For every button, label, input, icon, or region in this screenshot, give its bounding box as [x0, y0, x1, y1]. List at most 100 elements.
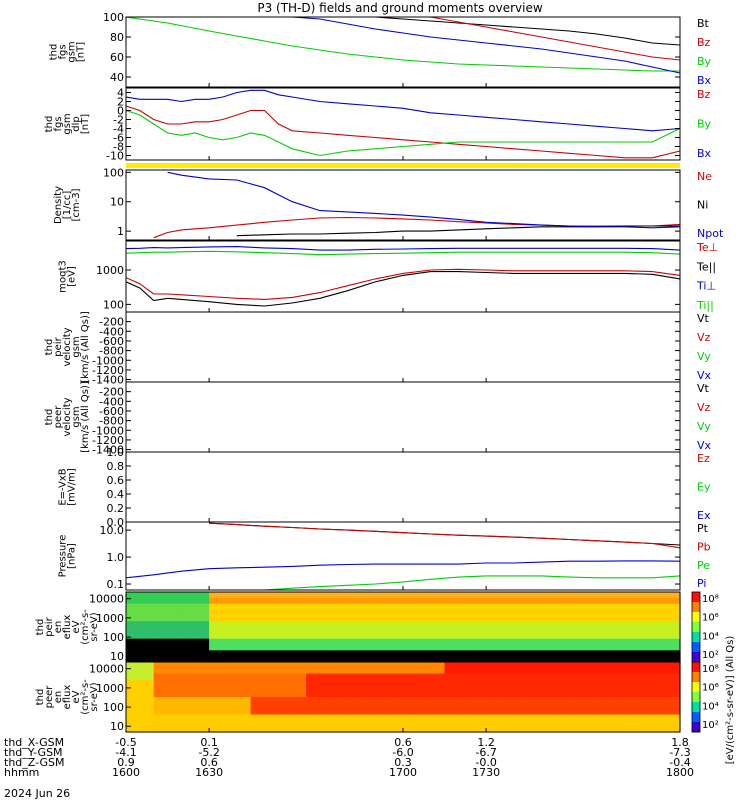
spectrogram-cell [458, 667, 473, 675]
spectrogram-cell [555, 708, 570, 716]
spectrogram-cell [292, 638, 307, 646]
spectrogram-cell [389, 592, 404, 599]
spectrogram-cell [278, 662, 293, 669]
y-axis-label: Pressure [58, 535, 69, 578]
spectrogram-cell [472, 673, 487, 681]
x-axis-value: -0.4 [669, 756, 690, 769]
spectrogram-cell [361, 650, 376, 657]
spectrogram-cell [596, 708, 612, 716]
spectrogram-cell [389, 691, 404, 698]
spectrogram-cell [527, 667, 543, 675]
series-line-Bx [125, 89, 681, 132]
spectrogram-cell [541, 685, 556, 692]
spectrogram-cell [569, 691, 584, 698]
spectrogram-cell [139, 673, 155, 681]
spectrogram-cell [306, 697, 321, 704]
spectrogram-cell [333, 632, 349, 640]
legend-Vx: Vx [697, 369, 712, 382]
spectrogram-cell [638, 644, 653, 651]
spectrogram-cell [403, 603, 418, 611]
spectrogram-cell [181, 621, 196, 628]
spectrogram-cell [583, 720, 598, 727]
spectrogram-cell [527, 673, 543, 681]
spectrogram-cell [181, 609, 196, 616]
spectrogram-cell [153, 609, 169, 616]
spectrogram-cell [638, 597, 653, 605]
spectrogram-cell [236, 708, 252, 716]
spectrogram-cell [666, 597, 681, 605]
spectrogram-cell [139, 609, 155, 616]
spectrogram-cell [416, 667, 432, 675]
spectrogram-cell [361, 638, 376, 646]
spectrogram-cell [209, 650, 224, 657]
spectrogram-cell [610, 691, 626, 698]
spectrogram-cell [361, 702, 376, 710]
spectrogram-cell [375, 691, 390, 698]
spectrogram-cell [610, 627, 626, 634]
spectrogram-cell [444, 656, 459, 663]
spectrogram-cell [458, 632, 473, 640]
spectrogram-cell [264, 702, 279, 710]
series-line-Pi [125, 560, 681, 579]
spectrogram-cell [222, 662, 238, 669]
spectrogram-cell [167, 726, 182, 733]
spectrogram-cell [638, 667, 653, 675]
spectrogram-cell [499, 679, 515, 686]
spectrogram-cell [375, 609, 390, 616]
spectrogram-cell [541, 592, 556, 599]
spectrogram-cell [278, 667, 293, 675]
spectrogram-cell [209, 720, 224, 727]
spectrogram-cell [139, 708, 155, 716]
legend-Bt: Bt [697, 17, 710, 30]
y-tick-label: -6 [113, 132, 124, 145]
spectrogram-cell [126, 615, 141, 622]
spectrogram-cell [486, 597, 501, 605]
spectrogram-cell [347, 621, 363, 628]
y-axis-label: thd [44, 409, 55, 426]
spectrogram-cell [139, 638, 155, 646]
y-axis-label: Density [53, 186, 64, 224]
spectrogram-cell [652, 691, 667, 698]
spectrogram-cell [139, 679, 155, 686]
spectrogram-cell [319, 615, 335, 622]
spectrogram-cell [126, 673, 141, 681]
spectrogram-cell [527, 726, 543, 733]
spectrogram-cell [472, 603, 487, 611]
y-tick-label: 100 [103, 631, 124, 644]
y-axis-label: [km/s (All Qs)] [80, 381, 91, 453]
spectrogram-cell [167, 632, 182, 640]
spectrogram-cell [624, 708, 640, 716]
spectrogram-cell [403, 632, 418, 640]
spectrogram-cell [638, 621, 653, 628]
spectrogram-cell [264, 603, 279, 611]
spectrogram-cell [527, 621, 543, 628]
x-axis-value: 0.3 [394, 756, 412, 769]
spectrogram-cell [403, 592, 418, 599]
spectrogram-cell [347, 714, 363, 721]
colorbar-band [692, 712, 700, 723]
spectrogram-cell [347, 720, 363, 727]
spectrogram-cell [652, 597, 667, 605]
spectrogram-cell [472, 627, 487, 634]
y-tick-label: 1000 [96, 612, 124, 625]
spectrogram-cell [458, 714, 473, 721]
spectrogram-cell [652, 673, 667, 681]
spectrogram-cell [195, 697, 210, 704]
spectrogram-cell [389, 667, 404, 675]
spectrogram-cell [624, 650, 640, 657]
spectrogram-cell [167, 714, 182, 721]
spectrogram-cell [306, 621, 321, 628]
spectrogram-cell [236, 714, 252, 721]
series-line-Npot [167, 171, 681, 229]
spectrogram-cell [458, 592, 473, 599]
legend-Npot: Npot [697, 227, 724, 240]
spectrogram-cell [236, 627, 252, 634]
spectrogram-cell [444, 726, 459, 733]
spectrogram-cell [569, 656, 584, 663]
panel-5: -200-400-600-800-1000-1200-1400 thdpeirve… [44, 311, 712, 386]
spectrogram-cell [555, 679, 570, 686]
spectrogram-cell [541, 638, 556, 646]
y-tick-label: -200 [99, 316, 124, 329]
spectrogram-cell [347, 667, 363, 675]
spectrogram-cell [347, 656, 363, 663]
